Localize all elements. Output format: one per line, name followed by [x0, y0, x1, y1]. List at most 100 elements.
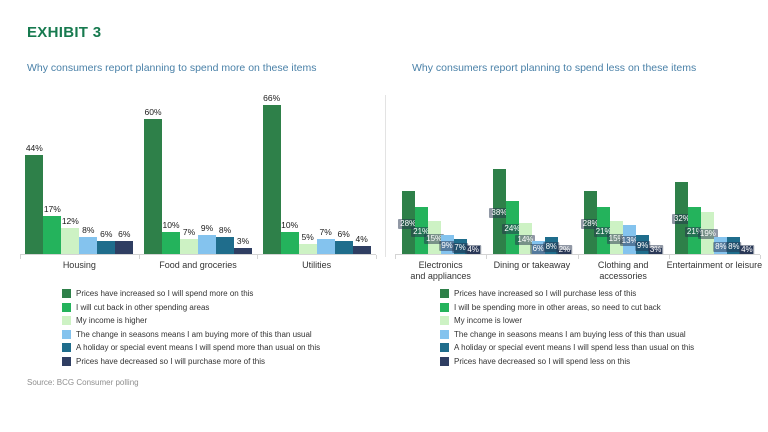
legend-label: My income is lower	[454, 316, 523, 325]
category-label: Dining or takeaway	[493, 260, 571, 270]
bar: 28%	[580, 191, 601, 255]
legend-swatch	[62, 289, 71, 298]
axis-tick	[376, 255, 377, 259]
bar-group: 32% 21% 19% 8% 8% 4% Entertainment or leisure	[667, 88, 762, 270]
bar: 10%	[280, 220, 299, 255]
bar-value-label: 6%	[118, 229, 131, 239]
bar: 8%	[726, 237, 742, 255]
bar-value-label: 3%	[647, 245, 664, 255]
bar: 44%	[25, 143, 44, 255]
bar-value-label: 21%	[593, 226, 614, 237]
legend-swatch	[440, 302, 449, 312]
legend-label: Prices have increased so I will spend mo…	[76, 289, 254, 298]
bar: 7%	[316, 227, 335, 255]
category-label: Utilities	[302, 260, 332, 270]
bar-groups: 44% 17% 12% 8% 6% 6% Housing 60% 10% 7% 9% 8% 3% Food…	[20, 88, 376, 270]
bar: 6%	[530, 241, 547, 255]
bar: 15%	[606, 221, 627, 255]
bar-value-label: 6%	[530, 243, 547, 254]
legend-item: Prices have increased so I will purchase…	[440, 289, 694, 298]
panel-divider	[385, 95, 386, 257]
legend-label: Prices have increased so I will purchase…	[454, 289, 637, 298]
category-label: Electronics and appliances	[410, 260, 471, 281]
axis-tick	[486, 255, 488, 259]
bar-groups: 28% 21% 15% 9% 7% 4% Electronics and appliances…	[395, 88, 762, 281]
bar-value-label: 7%	[182, 227, 196, 237]
legend-item: I will cut back in other spending areas	[62, 302, 320, 312]
legend-item: A holiday or special event means I will …	[62, 343, 320, 352]
bar-value-label: 44%	[25, 143, 43, 153]
bar: 13%	[619, 225, 640, 255]
legend-swatch	[440, 356, 449, 366]
bar: 8%	[79, 225, 98, 255]
bars: 28% 21% 15% 13% 9% 3%	[578, 191, 669, 255]
bar-value-label: 4%	[355, 234, 368, 244]
bar-value-label: 21%	[684, 226, 705, 237]
bar: 21%	[684, 207, 705, 255]
bar-group: 60% 10% 7% 9% 8% 3% Food and groceries	[139, 88, 258, 270]
bar: 12%	[61, 216, 80, 255]
bar: 3%	[647, 245, 664, 255]
bar-group: 28% 21% 15% 13% 9% 3% Clothing and accessories	[578, 88, 669, 281]
bar-value-label: 38%	[489, 207, 510, 218]
axis-tick	[760, 255, 761, 259]
legend-swatch	[62, 329, 71, 339]
axis-tick	[577, 255, 579, 259]
bar-group: 28% 21% 15% 9% 7% 4% Electronics and appliances	[395, 88, 486, 281]
bar: 8%	[543, 237, 560, 255]
bar: 4%	[465, 245, 481, 255]
bar-value-label: 32%	[671, 214, 692, 224]
bar: 7%	[180, 227, 198, 255]
bar-value-label: 60%	[144, 107, 162, 117]
axis-tick	[668, 255, 670, 259]
bar-value-label: 15%	[606, 233, 627, 244]
axis-tick	[257, 255, 259, 259]
bar-value-label: 7%	[452, 242, 468, 253]
bars: 28% 21% 15% 9% 7% 4%	[395, 191, 486, 255]
bar-value-label: 4%	[465, 245, 481, 255]
bar-value-label: 19%	[697, 229, 718, 239]
bar: 9%	[198, 223, 216, 255]
bar: 28%	[398, 191, 419, 255]
legend-swatch	[62, 316, 71, 325]
bar: 9%	[634, 235, 651, 255]
legend-swatch	[62, 343, 71, 352]
bar: 6%	[334, 229, 353, 255]
bar-value-label: 13%	[619, 235, 640, 246]
bar-value-label: 21%	[411, 226, 432, 237]
legend-swatch	[440, 316, 449, 325]
legend-spend-more: Prices have increased so I will spend mo…	[62, 289, 320, 370]
chart-spend-less-subtitle: Why consumers report planning to spend l…	[412, 62, 697, 74]
legend-item: Prices have decreased so I will spend le…	[440, 356, 694, 366]
category-label: Entertainment or leisure	[666, 260, 763, 270]
bar: 21%	[411, 207, 432, 255]
bar-value-label: 10%	[162, 220, 180, 230]
bar-value-label: 12%	[61, 216, 79, 226]
legend-item: Prices have decreased so I will purchase…	[62, 356, 320, 366]
bar-value-label: 8%	[82, 225, 95, 235]
bar: 32%	[671, 182, 692, 255]
bar-value-label: 28%	[580, 218, 601, 229]
bars: 32% 21% 19% 8% 8% 4%	[669, 182, 760, 255]
bar: 4%	[739, 245, 755, 255]
bar: 38%	[489, 169, 510, 255]
chart-spend-more-plot: 44% 17% 12% 8% 6% 6% Housing 60% 10% 7% 9% 8% 3% Food…	[20, 88, 377, 270]
bar: 3%	[234, 236, 252, 255]
legend-item: Prices have increased so I will spend mo…	[62, 289, 320, 298]
axis-tick	[395, 255, 396, 259]
bar: 60%	[144, 107, 162, 255]
legend-swatch	[62, 302, 71, 312]
bar: 7%	[452, 239, 468, 255]
bar: 2%	[556, 245, 573, 255]
legend-swatch	[62, 356, 71, 366]
bar: 6%	[115, 229, 134, 255]
source-note: Source: BCG Consumer polling	[27, 378, 139, 387]
bar-value-label: 8%	[726, 241, 742, 252]
bars: 60% 10% 7% 9% 8% 3%	[139, 107, 258, 255]
bar-value-label: 6%	[337, 229, 350, 239]
legend-item: A holiday or special event means I will …	[440, 343, 694, 352]
bar-value-label: 10%	[281, 220, 299, 230]
bar-value-label: 66%	[263, 93, 281, 103]
legend-label: I will cut back in other spending areas	[76, 302, 210, 312]
